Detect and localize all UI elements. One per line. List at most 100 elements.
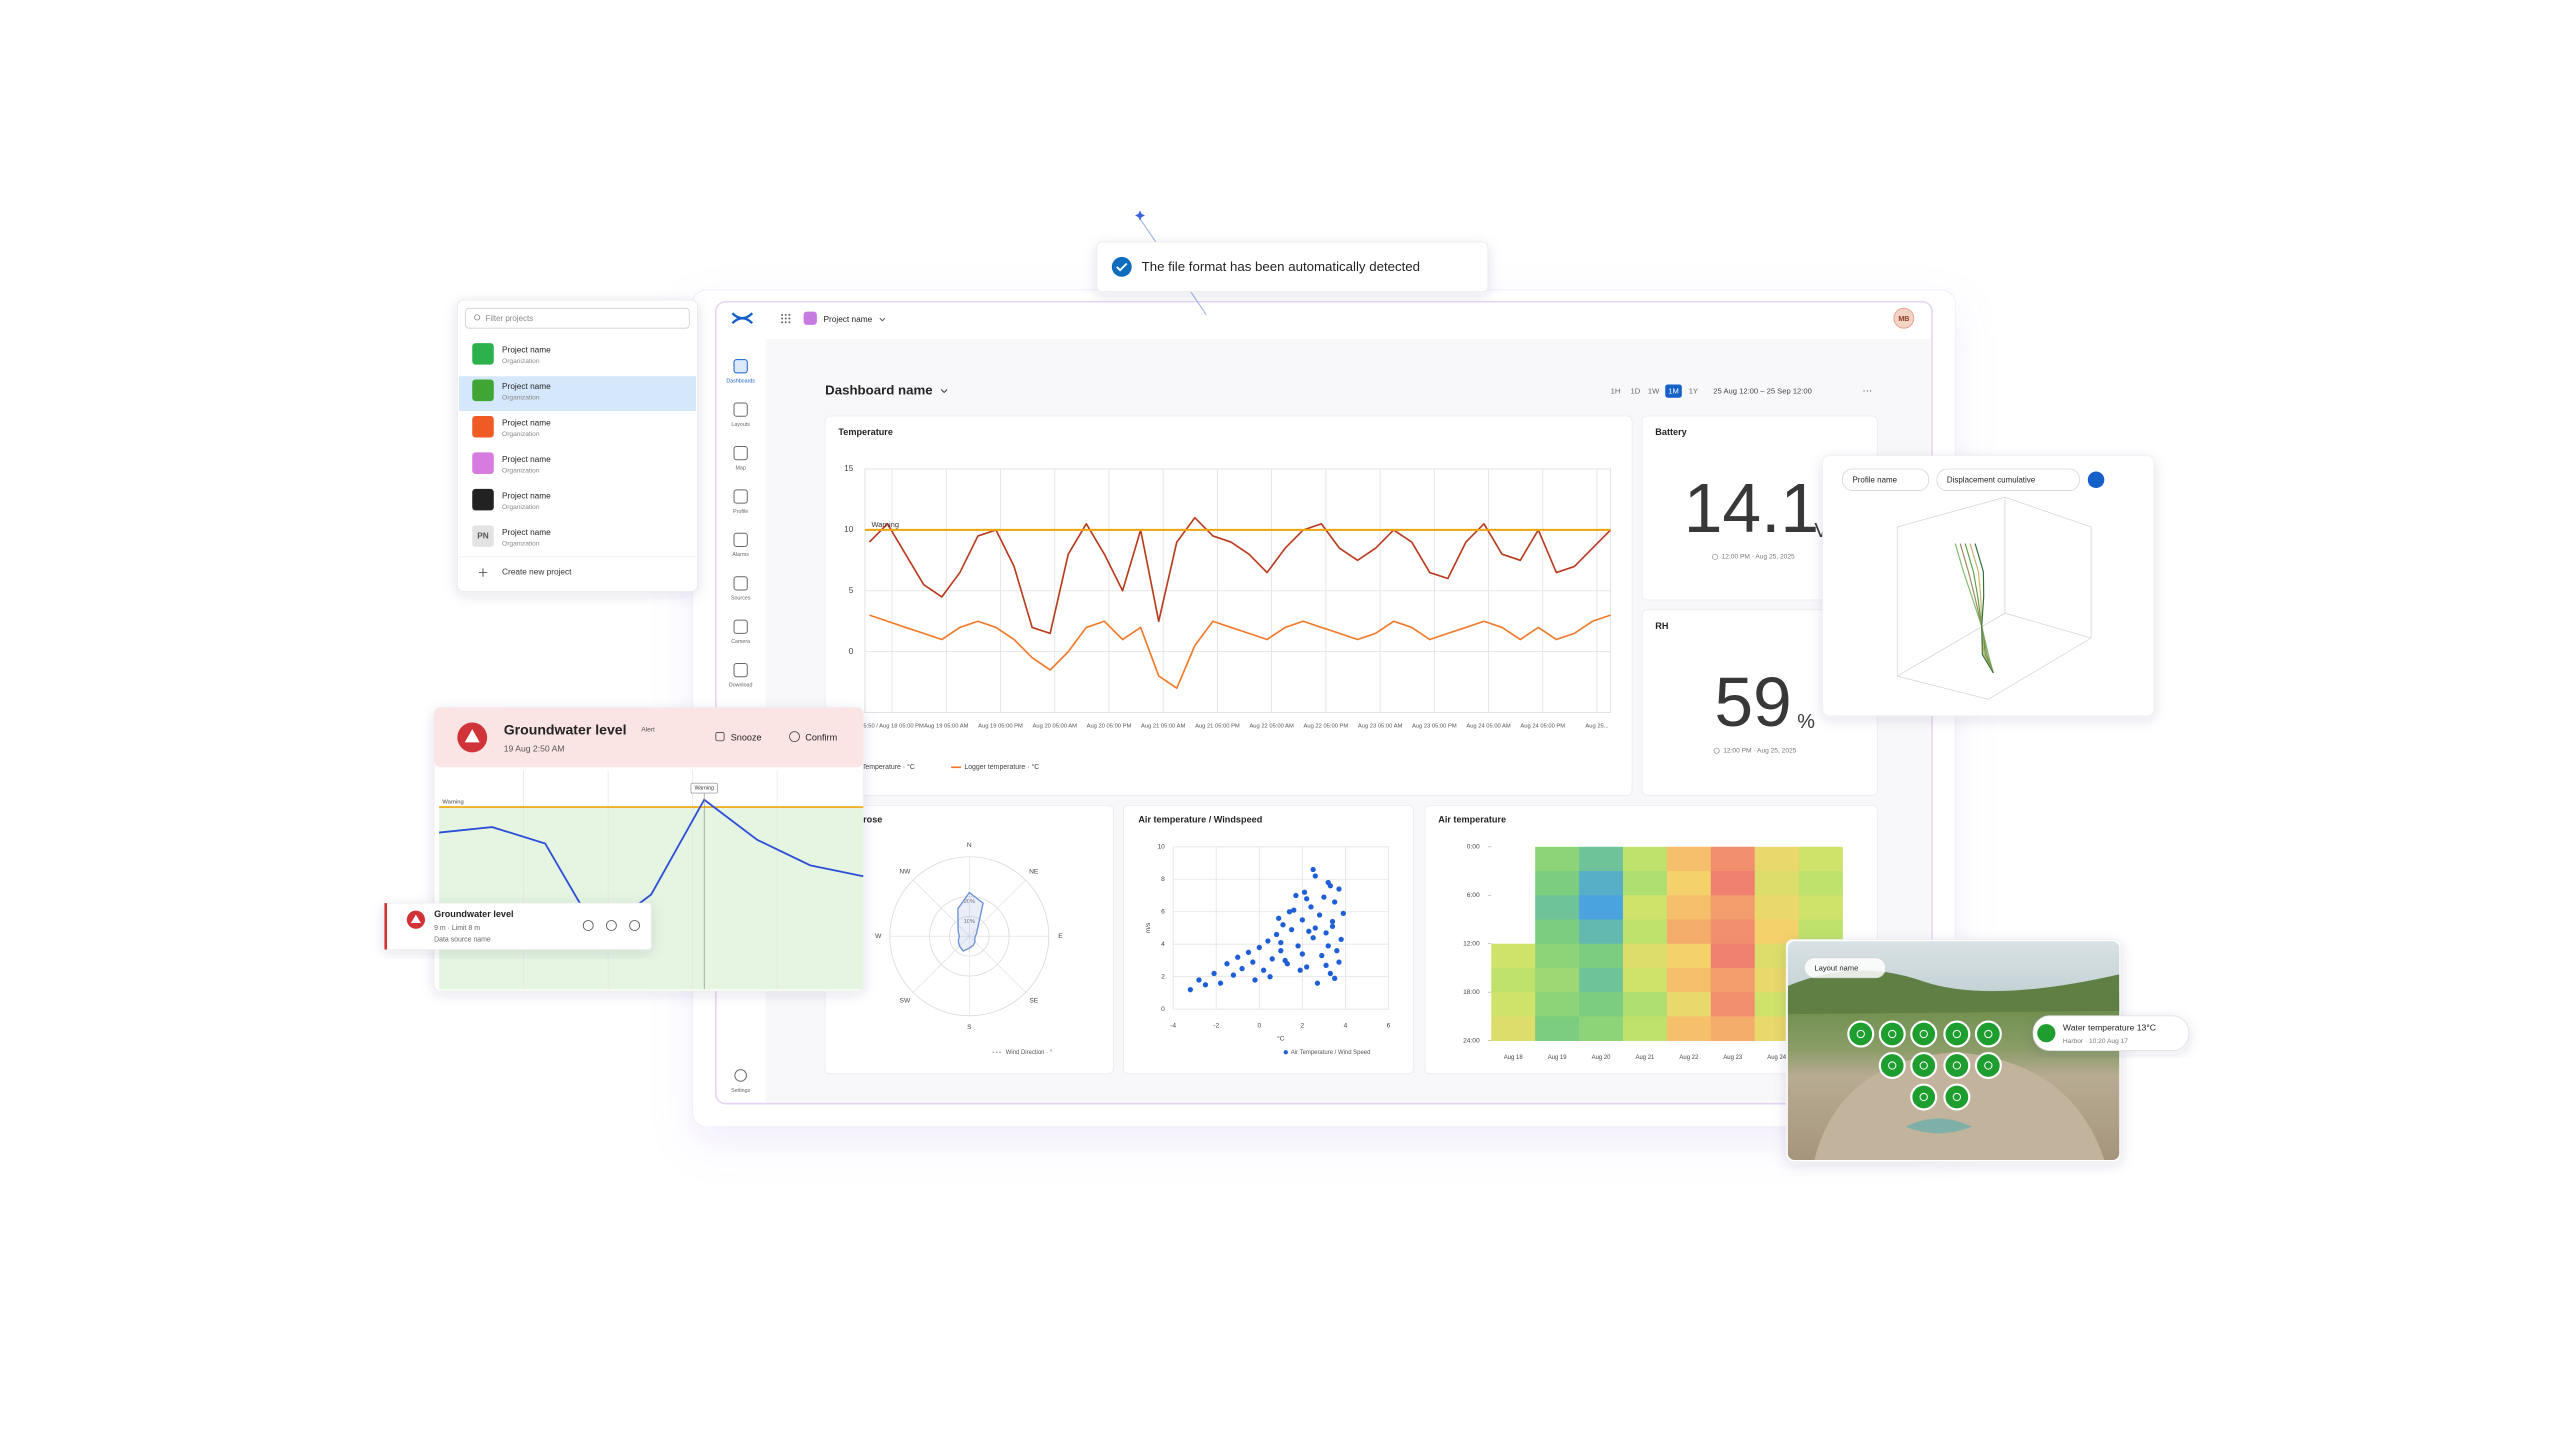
filter-placeholder: Filter projects — [485, 314, 533, 323]
sensor-pin[interactable] — [1878, 1052, 1906, 1080]
range-button[interactable]: 1H — [1611, 387, 1621, 396]
sensor-pin[interactable] — [1878, 1020, 1906, 1048]
heat-cell — [1798, 846, 1843, 872]
legend-label: Air Temperature / Wind Speed — [1291, 1050, 1371, 1056]
project-name[interactable]: Project name — [502, 528, 551, 537]
nav-label[interactable]: Alarms — [732, 552, 749, 558]
range-button[interactable]: 1W — [1648, 387, 1660, 396]
sensor-pin[interactable] — [1974, 1052, 2002, 1080]
confirm-button[interactable]: Confirm — [805, 733, 837, 743]
nav-icon[interactable] — [733, 619, 748, 634]
notification-action[interactable] — [582, 920, 594, 931]
selected-row — [458, 376, 696, 412]
project-icon — [472, 415, 494, 438]
notification-action[interactable] — [629, 920, 640, 931]
filter-input[interactable] — [465, 307, 690, 329]
x-tick-label: Aug 19 — [1548, 1055, 1568, 1061]
sensor-pin[interactable] — [1943, 1020, 1971, 1048]
settings-icon[interactable] — [734, 1069, 747, 1082]
nav-icon[interactable] — [733, 532, 748, 548]
project-name[interactable]: Project name — [502, 455, 551, 464]
profile-select[interactable] — [1842, 468, 1930, 491]
sensor-pin[interactable] — [1910, 1083, 1938, 1111]
profile-trace — [1964, 543, 1994, 674]
heat-cell — [1579, 895, 1624, 920]
nav-label[interactable]: Profile — [733, 509, 748, 515]
nav-label[interactable]: Sources — [731, 596, 751, 602]
heat-cell — [1535, 895, 1580, 920]
heat-cell — [1535, 846, 1580, 872]
point — [1230, 972, 1237, 978]
heat-cell — [1491, 967, 1536, 993]
point — [1239, 965, 1245, 972]
nav-icon[interactable] — [733, 489, 748, 504]
x-tick-label: -4 — [1170, 1022, 1176, 1029]
nav-icon[interactable] — [733, 402, 748, 417]
project-selector[interactable]: Project name — [824, 315, 873, 324]
sensor-pin[interactable] — [1910, 1052, 1938, 1080]
pin-glyph — [1888, 1029, 1897, 1039]
heat-cell — [1666, 895, 1712, 920]
check-icon — [1111, 256, 1132, 277]
heat-cell — [1579, 992, 1624, 1017]
sensor-pin[interactable] — [1943, 1083, 1971, 1111]
nav-icon[interactable] — [733, 359, 748, 374]
sensor-pin[interactable] — [1910, 1020, 1938, 1048]
heat-cell — [1710, 871, 1756, 896]
project-name[interactable]: Project name — [502, 382, 551, 391]
x-tick-label: Aug 21 05:00 PM — [1195, 723, 1240, 729]
more-button[interactable]: ··· — [1862, 386, 1872, 397]
x-tick-label: Aug 21 05:00 AM — [1141, 723, 1186, 729]
nav-label[interactable]: Download — [729, 682, 753, 688]
nav-label[interactable]: Camera — [731, 639, 750, 645]
nav-label[interactable]: Dashboards — [726, 379, 755, 385]
range-button[interactable]: 1D — [1631, 387, 1641, 396]
metric-timestamp: 12:00 PM · Aug 25, 2025 — [1723, 747, 1796, 754]
project-name[interactable]: Project name — [502, 492, 551, 501]
nav-label[interactable]: Settings — [731, 1088, 750, 1094]
sparkle — [1135, 210, 1145, 221]
project-icon — [472, 488, 494, 511]
below-threshold — [439, 807, 864, 990]
direction-label: SW — [900, 997, 911, 1004]
create-project[interactable]: Create new project — [502, 568, 572, 577]
sensor-pin[interactable] — [1943, 1052, 1971, 1080]
notification-action[interactable] — [606, 920, 617, 931]
sensor-pin[interactable] — [1847, 1020, 1875, 1048]
point — [1336, 886, 1342, 892]
date-range[interactable]: 25 Aug 12:00 – 25 Sep 12:00 — [1713, 387, 1812, 396]
y-tick-label: 5 — [849, 586, 854, 595]
alert-glyph — [410, 914, 421, 924]
point — [1260, 967, 1267, 973]
nav-label[interactable]: Map — [736, 465, 746, 471]
nav-label[interactable]: Layouts — [731, 422, 750, 428]
notification-detail: 9 m · Limit 8 m — [434, 925, 480, 932]
series-line — [439, 798, 864, 936]
heat-cell — [1666, 919, 1712, 945]
metric-select[interactable] — [1936, 468, 2080, 491]
point — [1282, 957, 1288, 964]
snooze-button[interactable]: Snooze — [731, 733, 762, 743]
point — [1316, 912, 1323, 918]
heat-cell — [1535, 919, 1580, 945]
range-button[interactable]: 1Y — [1689, 387, 1698, 396]
point — [1187, 987, 1194, 993]
profile-trace — [1954, 543, 1994, 673]
range-active — [1665, 384, 1682, 398]
project-name[interactable]: Project name — [502, 419, 551, 428]
heat-cell — [1666, 846, 1712, 872]
range-button[interactable]: 1M — [1668, 387, 1679, 396]
project-name[interactable]: Project name — [502, 346, 551, 355]
nav-icon[interactable] — [733, 663, 748, 678]
point — [1340, 910, 1346, 917]
sensor-pin[interactable] — [1974, 1020, 2002, 1048]
x-tick-label: 05:50 / Aug 18 05:00 PM — [860, 723, 924, 729]
heat-cell — [1666, 943, 1712, 969]
layout-select[interactable] — [1804, 957, 1887, 979]
filter-toggle[interactable] — [2087, 471, 2105, 489]
nav-icon[interactable] — [733, 445, 748, 461]
nav-icon[interactable] — [733, 576, 748, 591]
notification — [384, 902, 652, 950]
alert-title: Groundwater level — [504, 722, 627, 738]
